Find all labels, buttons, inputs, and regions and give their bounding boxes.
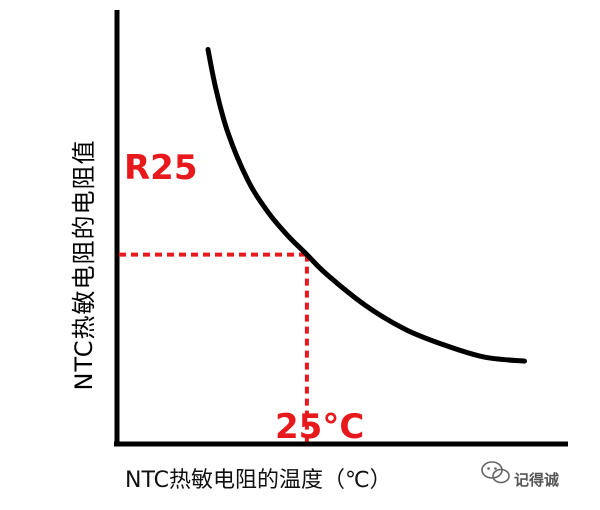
x-axis-label: NTC热敏电阻的温度（℃） — [125, 468, 392, 493]
r25-label: R25 — [124, 148, 198, 188]
y-axis-label: NTC热敏电阻的电阻值 — [70, 140, 98, 391]
watermark: 记得诚 — [481, 461, 559, 489]
watermark-text: 记得诚 — [514, 471, 559, 489]
wechat-icon — [481, 461, 510, 484]
resistance-curve — [205, 47, 527, 364]
25c-label: 25°C — [275, 407, 364, 447]
